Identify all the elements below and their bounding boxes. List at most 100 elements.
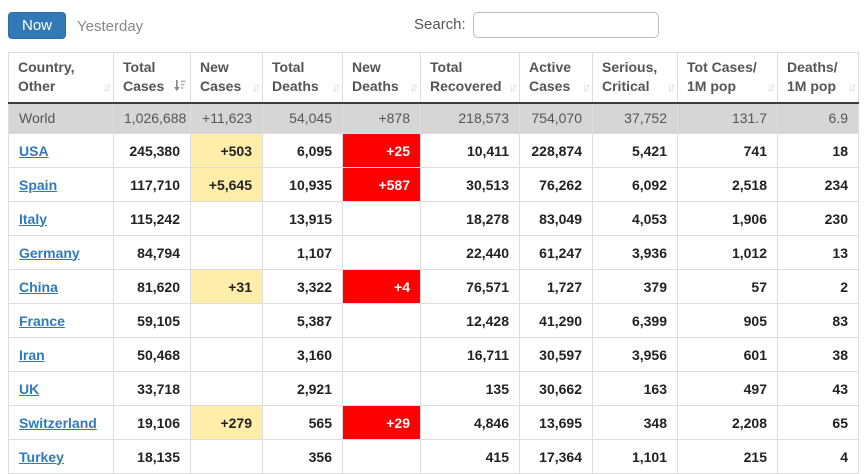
cell-total-deaths: 6,095	[262, 133, 343, 168]
cell-new-cases: +279	[190, 405, 263, 440]
column-header-new-cases[interactable]: New Cases ↓↑	[190, 52, 263, 104]
cell-deaths-1m-pop: 4	[777, 439, 859, 474]
cell-deaths-1m-pop: 43	[777, 371, 859, 406]
cell-serious-critical: 4,053	[592, 201, 678, 236]
cell-total-deaths: 10,935	[262, 167, 343, 202]
search-input[interactable]	[472, 12, 659, 38]
country-link[interactable]: Italy	[19, 210, 48, 227]
toolbar: Now Yesterday Search:	[0, 0, 866, 52]
column-header-deaths-1m-pop[interactable]: Deaths/ 1M pop ↓↑	[777, 52, 859, 104]
column-header-total-cases[interactable]: Total Cases	[113, 52, 191, 104]
cell-total-cases: 50,468	[113, 337, 191, 372]
cell-deaths-1m-pop: 83	[777, 303, 859, 338]
cell-active-cases: 76,262	[519, 167, 593, 202]
country-row: France 59,105 5,387 12,428 41,290 6,399 905 83	[8, 303, 859, 338]
column-label: Total Cases	[123, 59, 165, 95]
cell-tot-cases-1m-pop: 1,906	[677, 201, 778, 236]
column-header-active-cases[interactable]: Active Cases ↓↑	[519, 52, 593, 104]
column-label: Active Cases	[529, 59, 572, 95]
country-row: Germany 84,794 1,107 22,440 61,247 3,936 1,012…	[8, 235, 859, 270]
country-link[interactable]: France	[19, 312, 65, 329]
cell-total-cases: 117,710	[113, 167, 191, 202]
cell-country-other: France	[8, 303, 114, 338]
cell-total-deaths: 1,107	[262, 235, 343, 270]
cell-new-deaths	[342, 439, 421, 474]
cell-total-recovered: 4,846	[420, 405, 520, 440]
cell-new-cases: +5,645	[190, 167, 263, 202]
cell-total-deaths: 3,160	[262, 337, 343, 372]
cell-tot-cases-1m-pop: 741	[677, 133, 778, 168]
cell-total-deaths: 3,322	[262, 269, 343, 304]
cell-total-cases: 84,794	[113, 235, 191, 270]
cell-active-cases: 41,290	[519, 303, 593, 338]
column-header-tot-cases-1m-pop[interactable]: Tot Cases/ 1M pop ↓↑	[677, 52, 778, 104]
cell-deaths-1m-pop: 230	[777, 201, 859, 236]
column-header-total-deaths[interactable]: Total Deaths ↓↑	[262, 52, 343, 104]
cell-total-deaths: 5,387	[262, 303, 343, 338]
sort-both-icon: ↓↑	[667, 79, 676, 94]
country-link[interactable]: Spain	[19, 176, 58, 193]
country-link[interactable]: Iran	[19, 346, 45, 363]
country-row: Turkey 18,135 356 415 17,364 1,101 215 4	[8, 439, 859, 474]
header-row: Country, Other ↓↑ Total Cases New Cases ↓↑ To…	[8, 52, 859, 104]
column-label: New Cases	[200, 59, 242, 95]
cell-tot-cases-1m-pop: 1,012	[677, 235, 778, 270]
column-label: Deaths/ 1M pop	[787, 59, 838, 95]
cell-total-recovered: 12,428	[420, 303, 520, 338]
cell-deaths-1m-pop: 6.9	[777, 102, 859, 134]
country-link[interactable]: Turkey	[19, 448, 64, 465]
column-header-serious-critical[interactable]: Serious, Critical ↓↑	[592, 52, 678, 104]
cell-active-cases: 13,695	[519, 405, 593, 440]
country-row: China 81,620 +31 3,322 +4 76,571 1,727 379 57 2	[8, 269, 859, 304]
cell-new-deaths	[342, 337, 421, 372]
cell-tot-cases-1m-pop: 601	[677, 337, 778, 372]
cell-tot-cases-1m-pop: 2,208	[677, 405, 778, 440]
cell-serious-critical: 348	[592, 405, 678, 440]
cell-deaths-1m-pop: 2	[777, 269, 859, 304]
cell-new-deaths: +25	[342, 133, 421, 168]
country-link[interactable]: Germany	[19, 244, 80, 261]
country-link[interactable]: USA	[19, 142, 49, 159]
country-link[interactable]: UK	[19, 380, 40, 397]
cell-active-cases: 1,727	[519, 269, 593, 304]
tab-now[interactable]: Now	[8, 12, 67, 39]
cell-serious-critical: 379	[592, 269, 678, 304]
cell-total-deaths: 2,921	[262, 371, 343, 406]
column-header-country-other[interactable]: Country, Other ↓↑	[8, 52, 114, 104]
search-label: Search:	[414, 15, 466, 33]
cell-total-recovered: 10,411	[420, 133, 520, 168]
cell-new-deaths: +29	[342, 405, 421, 440]
sort-both-icon: ↓↑	[103, 79, 112, 94]
cell-total-cases: 81,620	[113, 269, 191, 304]
cell-active-cases: 30,597	[519, 337, 593, 372]
sort-descending-icon	[173, 79, 186, 94]
cell-country-other: Italy	[8, 201, 114, 236]
cell-active-cases: 61,247	[519, 235, 593, 270]
cell-serious-critical: 37,752	[592, 102, 678, 134]
column-header-total-recovered[interactable]: Total Recovered ↓↑	[420, 52, 520, 104]
cell-total-cases: 245,380	[113, 133, 191, 168]
cell-new-cases: +503	[190, 133, 263, 168]
sort-both-icon: ↓↑	[848, 79, 857, 94]
cell-total-deaths: 54,045	[262, 102, 343, 134]
tab-yesterday[interactable]: Yesterday	[77, 18, 144, 35]
cell-tot-cases-1m-pop: 57	[677, 269, 778, 304]
cell-total-cases: 115,242	[113, 201, 191, 236]
cell-total-recovered: 76,571	[420, 269, 520, 304]
cell-serious-critical: 3,956	[592, 337, 678, 372]
cell-serious-critical: 1,101	[592, 439, 678, 474]
cell-country-other: Switzerland	[8, 405, 114, 440]
country-row: Switzerland 19,106 +279 565 +29 4,846 13,695 34…	[8, 405, 859, 440]
country-link[interactable]: China	[19, 278, 58, 295]
cell-active-cases: 83,049	[519, 201, 593, 236]
cell-deaths-1m-pop: 65	[777, 405, 859, 440]
cell-active-cases: 228,874	[519, 133, 593, 168]
world-row: World 1,026,688 +11,623 54,045 +878 218,573 75…	[8, 102, 859, 134]
cell-new-cases: +11,623	[190, 102, 263, 134]
cell-new-cases	[190, 235, 263, 270]
column-label: New Deaths	[352, 59, 399, 95]
country-link[interactable]: Switzerland	[19, 414, 97, 431]
cell-total-recovered: 415	[420, 439, 520, 474]
column-header-new-deaths[interactable]: New Deaths ↓↑	[342, 52, 421, 104]
cell-tot-cases-1m-pop: 497	[677, 371, 778, 406]
